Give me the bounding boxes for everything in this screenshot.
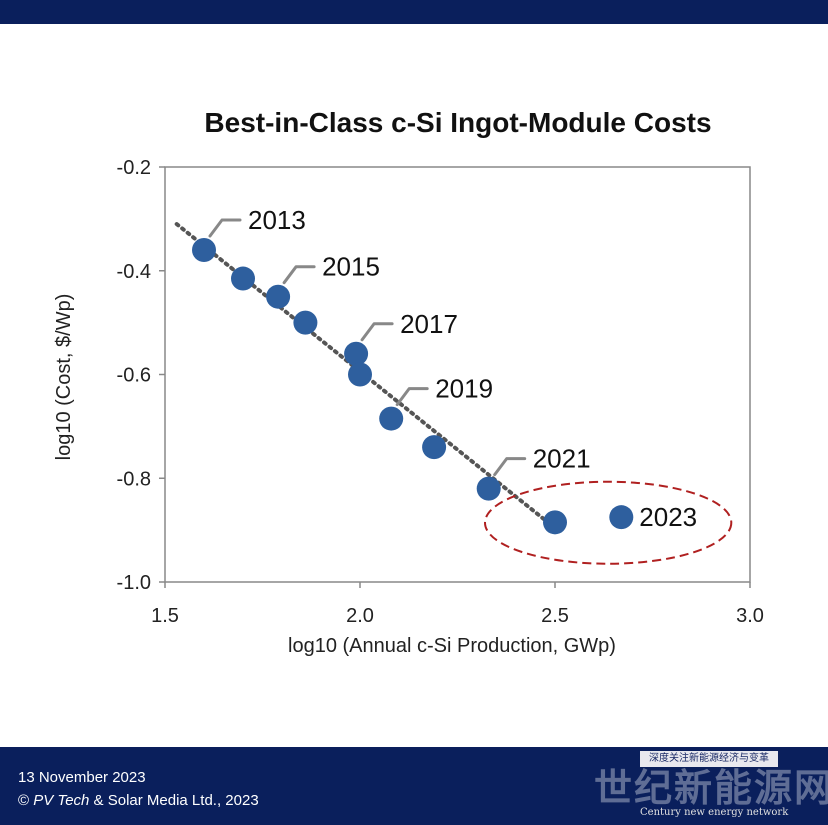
scatter-chart: Best-in-Class c-Si Ingot-Module Costs -0… <box>53 107 764 657</box>
leader-line <box>493 457 527 477</box>
data-point <box>609 505 634 530</box>
data-point <box>476 476 501 501</box>
highlight-ellipse <box>484 480 733 565</box>
year-label: 2019 <box>435 374 493 404</box>
data-point <box>344 341 369 366</box>
plot-area <box>164 166 751 583</box>
year-label: 2013 <box>248 205 306 235</box>
copyright-brand: PV Tech <box>33 792 90 809</box>
data-point <box>422 435 447 460</box>
x-tick-label: 2.5 <box>541 605 569 627</box>
y-axis: -0.2 -0.4 -0.6 -0.8 -1.0 <box>117 157 165 594</box>
x-axis-label: log10 (Annual c-Si Production, GWp) <box>288 635 616 657</box>
y-tick-label: -1.0 <box>117 572 151 594</box>
highlight-layer <box>484 480 733 565</box>
footer-copyright: © PV Tech & Solar Media Ltd., 2023 <box>18 792 259 809</box>
data-point <box>266 284 291 309</box>
year-label: 2021 <box>533 444 591 474</box>
y-axis-label: log10 (Cost, $/Wp) <box>53 294 75 461</box>
year-label: 2017 <box>400 309 458 339</box>
chart-title: Best-in-Class c-Si Ingot-Module Costs <box>204 107 711 138</box>
data-point <box>293 310 318 335</box>
copyright-suffix: & Solar Media Ltd., 2023 <box>89 792 259 809</box>
leader-line <box>208 218 242 238</box>
year-label: 2015 <box>322 252 380 282</box>
watermark-logo: 世纪新能源网 <box>594 766 828 810</box>
x-tick-label: 3.0 <box>736 605 764 627</box>
x-tick-label: 1.5 <box>151 605 179 627</box>
leader-line <box>282 265 316 285</box>
data-point <box>348 362 372 387</box>
top-banner <box>0 0 828 24</box>
data-point <box>231 266 255 291</box>
footer-date: 13 November 2023 <box>18 769 146 786</box>
data-point <box>192 238 216 262</box>
x-axis: 1.5 2.0 2.5 3.0 <box>151 582 764 627</box>
y-tick-label: -0.6 <box>117 365 151 387</box>
footer: 13 November 2023 © PV Tech & Solar Media… <box>0 747 828 825</box>
y-tick-label: -0.4 <box>117 261 151 283</box>
data-point <box>379 406 404 431</box>
y-tick-label: -0.8 <box>117 468 151 490</box>
x-tick-label: 2.0 <box>346 605 374 627</box>
year-label: 2023 <box>639 502 697 532</box>
watermark-subtitle: Century new energy network <box>640 807 789 818</box>
watermark-banner: 深度关注新能源经济与变革 <box>640 751 778 767</box>
copyright-prefix: © <box>18 792 34 809</box>
y-tick-label: -0.2 <box>117 157 151 179</box>
data-points <box>192 238 634 535</box>
leader-line <box>395 387 429 407</box>
data-point <box>543 510 567 535</box>
leader-line <box>360 322 394 342</box>
year-annotations: 2013 2015 2017 2019 2021 2023 <box>208 205 697 532</box>
